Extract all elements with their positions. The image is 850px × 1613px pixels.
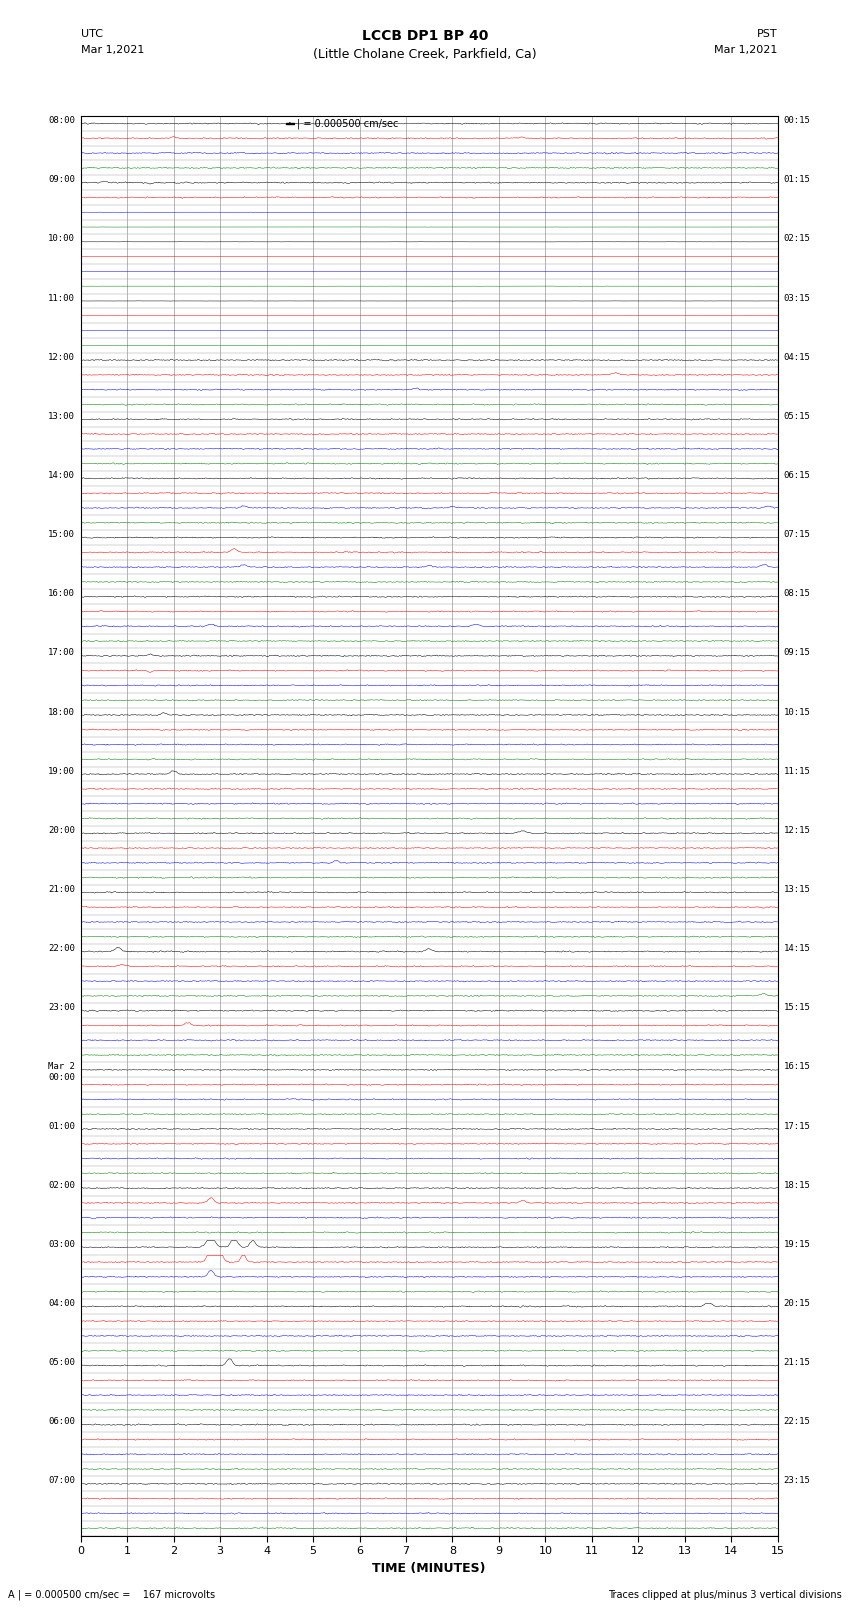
Text: 13:15: 13:15 bbox=[784, 886, 811, 894]
Text: 02:00: 02:00 bbox=[48, 1181, 75, 1190]
Text: 13:00: 13:00 bbox=[48, 411, 75, 421]
Text: Mar 2
00:00: Mar 2 00:00 bbox=[48, 1063, 75, 1082]
Text: UTC: UTC bbox=[81, 29, 103, 39]
Text: 10:00: 10:00 bbox=[48, 234, 75, 244]
Text: 08:15: 08:15 bbox=[784, 589, 811, 598]
Text: 16:00: 16:00 bbox=[48, 589, 75, 598]
Text: Mar 1,2021: Mar 1,2021 bbox=[714, 45, 778, 55]
Text: 03:15: 03:15 bbox=[784, 294, 811, 303]
Text: | = 0.000500 cm/sec: | = 0.000500 cm/sec bbox=[297, 118, 398, 129]
Text: 15:15: 15:15 bbox=[784, 1003, 811, 1013]
Text: 07:00: 07:00 bbox=[48, 1476, 75, 1486]
Text: 20:15: 20:15 bbox=[784, 1298, 811, 1308]
Text: 23:15: 23:15 bbox=[784, 1476, 811, 1486]
Text: 07:15: 07:15 bbox=[784, 531, 811, 539]
Text: 19:15: 19:15 bbox=[784, 1240, 811, 1248]
Text: 19:00: 19:00 bbox=[48, 766, 75, 776]
Text: 16:15: 16:15 bbox=[784, 1063, 811, 1071]
Text: 01:00: 01:00 bbox=[48, 1121, 75, 1131]
Text: (Little Cholane Creek, Parkfield, Ca): (Little Cholane Creek, Parkfield, Ca) bbox=[313, 48, 537, 61]
Text: 06:15: 06:15 bbox=[784, 471, 811, 481]
Text: 12:15: 12:15 bbox=[784, 826, 811, 836]
Text: 21:00: 21:00 bbox=[48, 886, 75, 894]
Text: Mar 1,2021: Mar 1,2021 bbox=[81, 45, 144, 55]
Text: 04:15: 04:15 bbox=[784, 353, 811, 361]
Text: 21:15: 21:15 bbox=[784, 1358, 811, 1368]
X-axis label: TIME (MINUTES): TIME (MINUTES) bbox=[372, 1561, 486, 1574]
Text: 02:15: 02:15 bbox=[784, 234, 811, 244]
Text: 23:00: 23:00 bbox=[48, 1003, 75, 1013]
Text: 18:00: 18:00 bbox=[48, 708, 75, 716]
Text: 05:00: 05:00 bbox=[48, 1358, 75, 1368]
Text: 11:15: 11:15 bbox=[784, 766, 811, 776]
Text: 20:00: 20:00 bbox=[48, 826, 75, 836]
Text: Traces clipped at plus/minus 3 vertical divisions: Traces clipped at plus/minus 3 vertical … bbox=[608, 1590, 842, 1600]
Text: PST: PST bbox=[757, 29, 778, 39]
Text: 22:15: 22:15 bbox=[784, 1418, 811, 1426]
Text: 15:00: 15:00 bbox=[48, 531, 75, 539]
Text: 06:00: 06:00 bbox=[48, 1418, 75, 1426]
Text: 14:15: 14:15 bbox=[784, 944, 811, 953]
Text: 01:15: 01:15 bbox=[784, 176, 811, 184]
Text: 04:00: 04:00 bbox=[48, 1298, 75, 1308]
Text: 10:15: 10:15 bbox=[784, 708, 811, 716]
Text: 11:00: 11:00 bbox=[48, 294, 75, 303]
Text: 09:15: 09:15 bbox=[784, 648, 811, 658]
Text: 17:15: 17:15 bbox=[784, 1121, 811, 1131]
Text: 05:15: 05:15 bbox=[784, 411, 811, 421]
Text: 22:00: 22:00 bbox=[48, 944, 75, 953]
Text: 17:00: 17:00 bbox=[48, 648, 75, 658]
Text: 14:00: 14:00 bbox=[48, 471, 75, 481]
Text: 00:15: 00:15 bbox=[784, 116, 811, 126]
Text: A | = 0.000500 cm/sec =    167 microvolts: A | = 0.000500 cm/sec = 167 microvolts bbox=[8, 1589, 216, 1600]
Text: 12:00: 12:00 bbox=[48, 353, 75, 361]
Text: LCCB DP1 BP 40: LCCB DP1 BP 40 bbox=[362, 29, 488, 44]
Text: 08:00: 08:00 bbox=[48, 116, 75, 126]
Text: 03:00: 03:00 bbox=[48, 1240, 75, 1248]
Text: 09:00: 09:00 bbox=[48, 176, 75, 184]
Text: 18:15: 18:15 bbox=[784, 1181, 811, 1190]
